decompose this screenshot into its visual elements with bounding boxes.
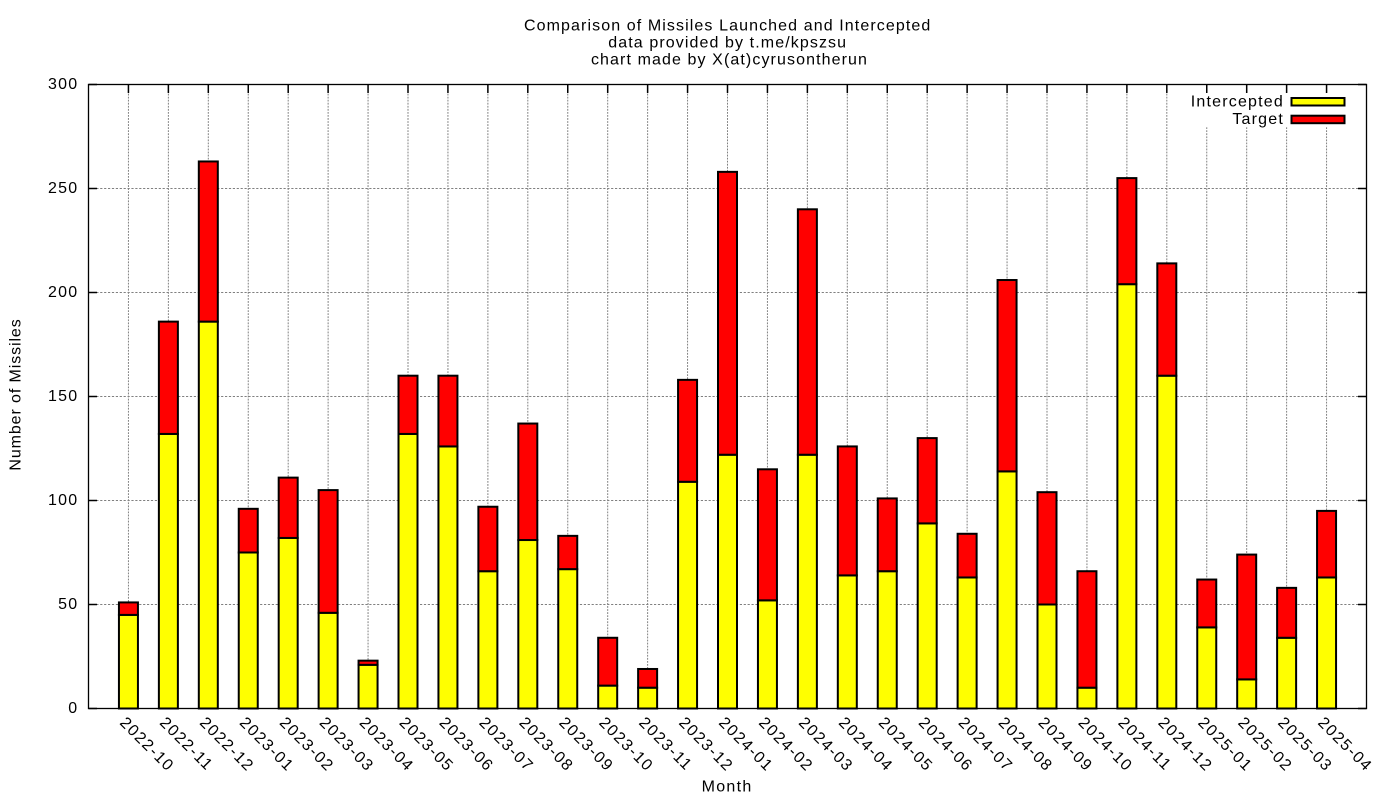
svg-text:Comparison of Missiles Launche: Comparison of Missiles Launched and Inte…	[524, 18, 931, 35]
svg-text:chart made by X(at)cyrusonther: chart made by X(at)cyrusontherun	[591, 52, 868, 69]
svg-text:200: 200	[48, 284, 78, 301]
svg-text:250: 250	[48, 180, 78, 197]
svg-text:data provided by t.me/kpszsu: data provided by t.me/kpszsu	[608, 35, 847, 52]
svg-text:Target: Target	[1232, 111, 1284, 128]
svg-text:100: 100	[48, 492, 78, 509]
svg-text:50: 50	[58, 596, 78, 613]
svg-text:150: 150	[48, 388, 78, 405]
svg-text:0: 0	[68, 700, 78, 717]
svg-text:Intercepted: Intercepted	[1191, 94, 1284, 111]
svg-text:Number of Missiles: Number of Missiles	[7, 318, 24, 470]
svg-text:300: 300	[48, 76, 78, 93]
svg-text:Month: Month	[702, 778, 753, 795]
